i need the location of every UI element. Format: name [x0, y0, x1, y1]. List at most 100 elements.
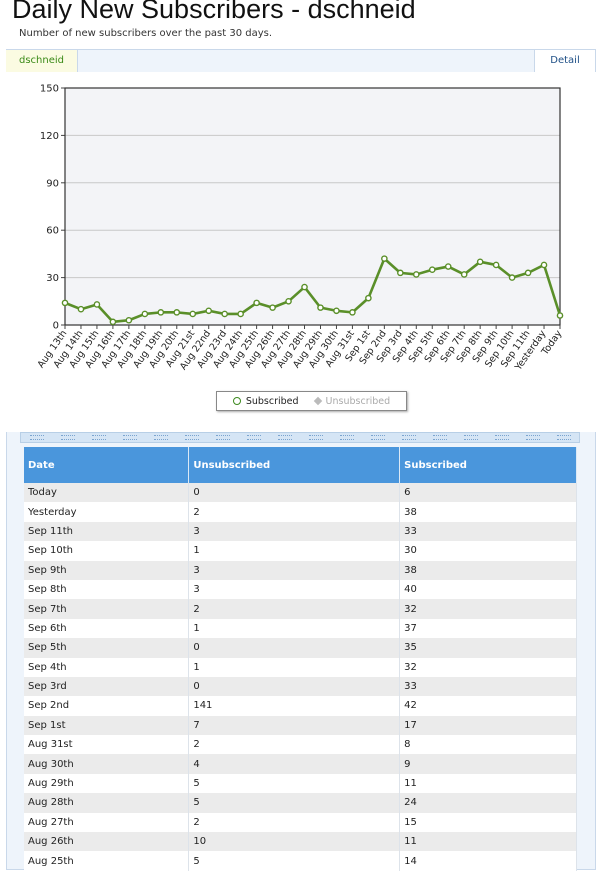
data-point: [365, 294, 372, 302]
data-point: [205, 307, 213, 315]
legend-unsubscribed[interactable]: Unsubscribed: [313, 395, 391, 407]
tab-detail[interactable]: Detail: [534, 50, 595, 72]
table-row: Sep 3rd 0 33: [24, 676, 577, 697]
cell-subscribed: 40: [399, 579, 577, 600]
cell-date: Aug 26th: [24, 832, 190, 852]
data-point: [93, 301, 101, 308]
data-point: [381, 255, 388, 262]
y-tick-label: 30: [46, 273, 59, 284]
data-point: [237, 310, 244, 318]
cell-subscribed: 42: [399, 696, 577, 716]
page-title: Daily New Subscribers - dschneid: [12, 0, 416, 24]
table-row: Aug 30th 4 9: [24, 754, 577, 774]
cell-subscribed: 9: [399, 754, 577, 774]
table-row: Sep 2nd 141 42: [24, 696, 577, 716]
table-row: Sep 11th 3 33: [24, 521, 577, 542]
y-tick-label: 150: [40, 84, 59, 95]
data-point: [141, 310, 149, 318]
data-point: [269, 304, 276, 311]
data-point: [61, 299, 69, 307]
cell-date: Aug 31st: [24, 735, 190, 755]
cell-subscribed: 8: [399, 735, 577, 755]
table-row: Aug 29th 5 11: [24, 773, 577, 794]
data-point: [508, 274, 516, 281]
plot-area: [65, 88, 560, 325]
column-header-date[interactable]: Date: [24, 447, 190, 483]
cell-unsubscribed: 0: [188, 638, 401, 658]
data-point: [412, 271, 420, 278]
cell-subscribed: 33: [399, 676, 577, 697]
cell-date: Sep 10th: [24, 541, 190, 561]
cell-date: Sep 2nd: [24, 696, 190, 716]
table-row: Aug 27th 2 15: [24, 812, 577, 833]
cell-unsubscribed: 7: [188, 715, 401, 736]
data-point: [77, 305, 85, 313]
cell-date: Sep 7th: [24, 599, 190, 619]
cell-date: Yesterday: [24, 502, 190, 522]
table-row: Today 0 6: [24, 483, 577, 503]
subscribers-table: Date Unsubscribed Subscribed Today 0 6 Yest…: [24, 447, 577, 871]
legend-unsubscribed-label: Unsubscribed: [325, 395, 391, 407]
cell-subscribed: 15: [399, 812, 577, 833]
cell-unsubscribed: 5: [188, 851, 401, 871]
data-point: [285, 297, 292, 305]
cell-unsubscribed: 5: [188, 773, 401, 794]
cell-subscribed: 30: [399, 541, 577, 561]
data-point: [460, 271, 468, 278]
y-tick-label: 90: [46, 178, 59, 189]
cell-subscribed: 38: [399, 560, 577, 580]
table-row: Sep 8th 3 40: [24, 579, 577, 600]
cell-subscribed: 35: [399, 638, 577, 658]
legend-subscribed-label: Subscribed: [245, 395, 299, 407]
table-row: Sep 6th 1 37: [24, 618, 577, 639]
data-point: [397, 269, 404, 277]
data-point: [109, 318, 117, 326]
data-point: [476, 258, 484, 266]
cell-subscribed: 17: [399, 715, 577, 736]
cell-date: Sep 6th: [24, 618, 190, 639]
cell-date: Sep 3rd: [24, 676, 190, 697]
data-point: [189, 310, 197, 318]
data-point: [524, 269, 532, 277]
legend-subscribed[interactable]: Subscribed: [232, 395, 299, 407]
column-header-subscribed[interactable]: Subscribed: [399, 447, 577, 483]
y-tick-label: 120: [40, 131, 59, 142]
cell-date: Aug 25th: [24, 851, 190, 871]
cell-unsubscribed: 1: [188, 618, 401, 639]
cell-subscribed: 14: [399, 851, 577, 871]
cell-date: Sep 5th: [24, 638, 190, 658]
table-row: Aug 25th 5 14: [24, 851, 577, 871]
cell-unsubscribed: 2: [188, 502, 401, 522]
table-row: Sep 7th 2 32: [24, 599, 577, 619]
cell-date: Sep 9th: [24, 560, 190, 580]
cell-date: Aug 27th: [24, 812, 190, 833]
data-point: [540, 261, 548, 269]
cell-unsubscribed: 141: [188, 696, 401, 716]
plot-border: [64, 87, 561, 326]
cell-unsubscribed: 10: [188, 832, 401, 852]
cell-subscribed: 33: [399, 521, 577, 542]
column-header-unsubscribed[interactable]: Unsubscribed: [188, 447, 401, 483]
page-subtitle: Number of new subscribers over the past …: [19, 28, 273, 39]
table-row: Yesterday 2 38: [24, 502, 577, 522]
chart-legend: Subscribed Unsubscribed: [216, 391, 407, 411]
data-point: [221, 310, 228, 318]
cell-unsubscribed: 2: [188, 812, 401, 833]
data-point: [492, 261, 500, 269]
cell-date: Sep 1st: [24, 715, 190, 736]
table-row: Sep 1st 7 17: [24, 715, 577, 736]
y-tick-label: 60: [46, 226, 59, 237]
table-row: Sep 5th 0 35: [24, 638, 577, 658]
cell-date: Sep 4th: [24, 657, 190, 677]
data-point: [317, 304, 324, 311]
resize-splitter[interactable]: [20, 432, 580, 443]
cell-date: Aug 30th: [24, 754, 190, 774]
cell-subscribed: 11: [399, 773, 577, 794]
data-point: [333, 307, 340, 315]
cell-date: Aug 29th: [24, 773, 190, 794]
cell-date: Aug 28th: [24, 793, 190, 813]
cell-unsubscribed: 2: [188, 735, 401, 755]
tab-dschneid[interactable]: dschneid: [6, 50, 78, 72]
table-row: Aug 26th 10 11: [24, 832, 577, 852]
data-point: [301, 283, 308, 291]
